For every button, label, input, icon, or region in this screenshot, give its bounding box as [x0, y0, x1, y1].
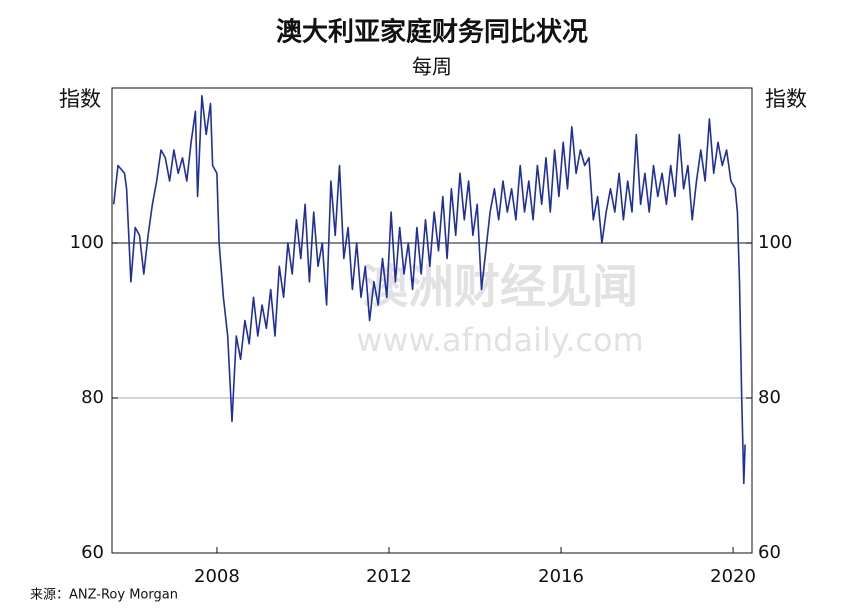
y2-tick-label: 60 — [758, 542, 781, 563]
x-tick-label: 2020 — [710, 566, 756, 587]
x-tick-label: 2008 — [194, 566, 240, 587]
watermark: 澳洲财经见闻 — [362, 260, 638, 314]
x-tick-label: 2012 — [366, 566, 412, 587]
data-line — [112, 95, 746, 485]
source-note: 来源：ANZ-Roy Morgan — [30, 588, 178, 603]
y-tick-label: 100 — [70, 232, 104, 253]
x-tick-label: 2016 — [538, 566, 584, 587]
plot-frame — [111, 87, 753, 554]
y-tick-label: 60 — [81, 542, 104, 563]
chart-title: 澳大利亚家庭财务同比状况 — [276, 17, 588, 48]
y-axis-label: 指数 — [59, 87, 101, 111]
watermark: www.afndaily.com — [356, 321, 644, 359]
y2-axis-label: 指数 — [765, 87, 807, 111]
y2-tick-label: 80 — [758, 387, 781, 408]
y2-tick-label: 100 — [758, 232, 792, 253]
chart-subtitle: 每周 — [412, 55, 452, 79]
y-tick-label: 80 — [81, 387, 104, 408]
